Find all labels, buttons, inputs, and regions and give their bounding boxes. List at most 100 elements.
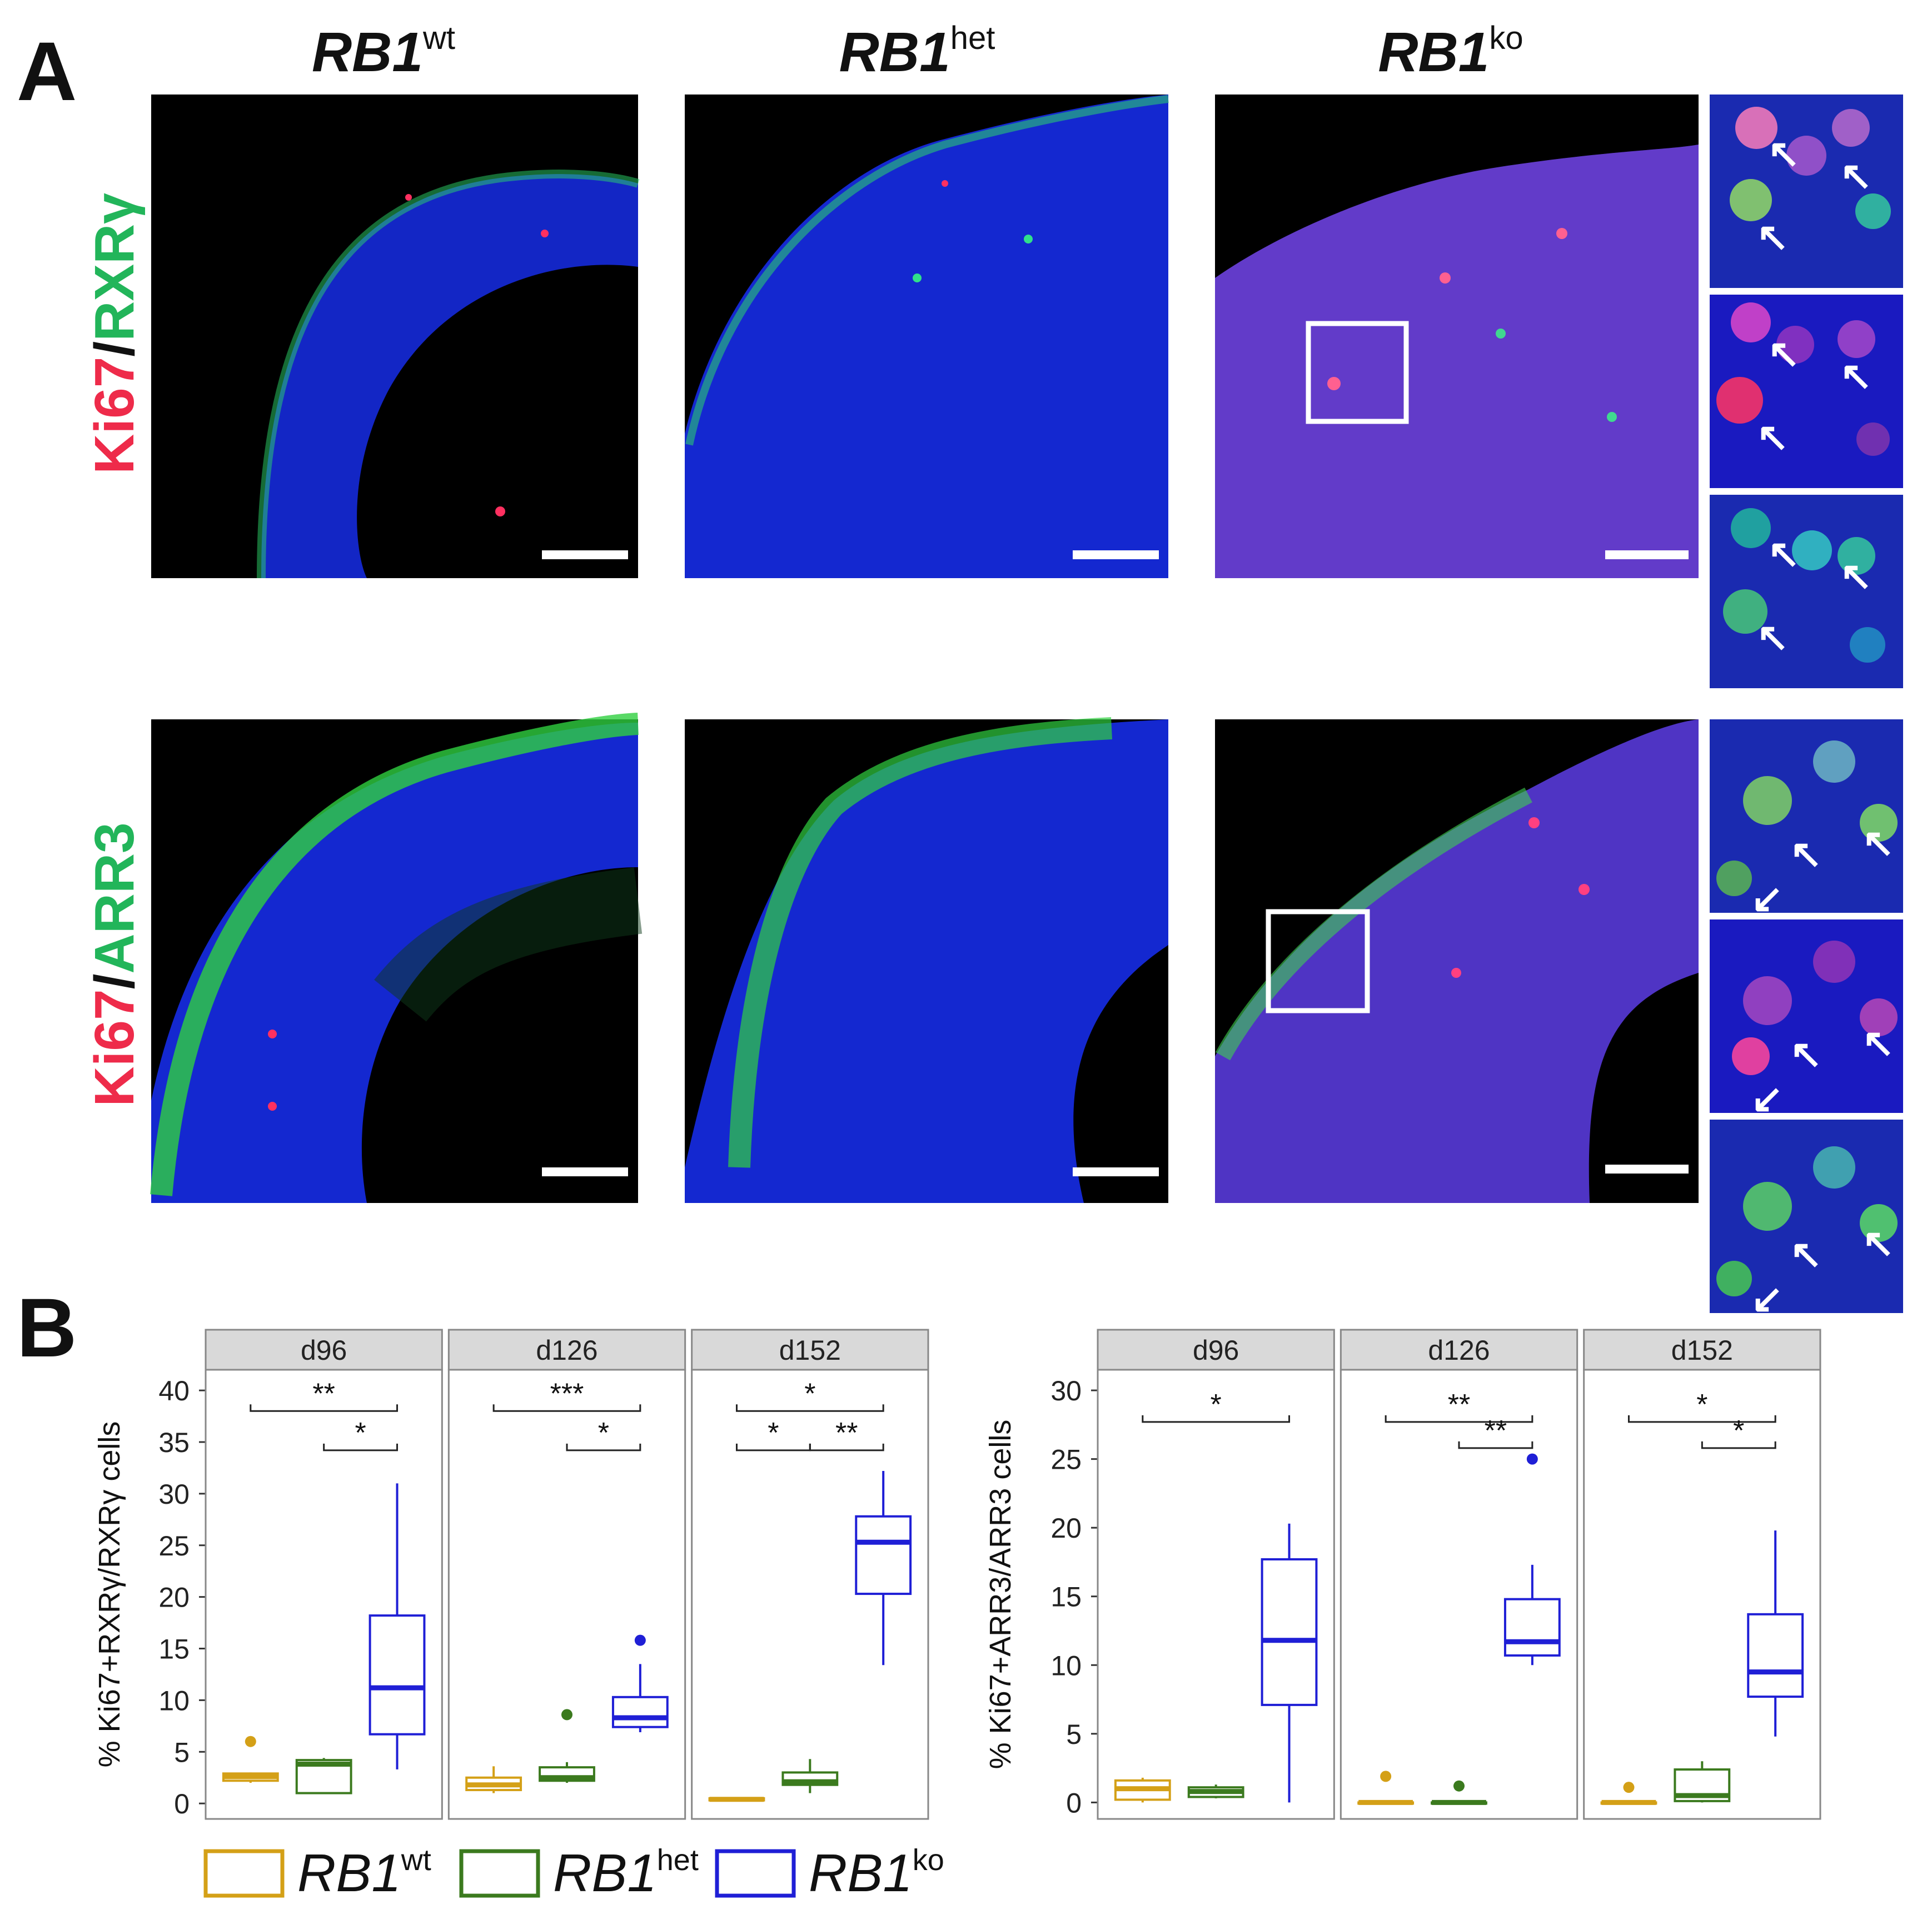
svg-text:↖: ↖ [1862, 1221, 1895, 1265]
facet-label: d126 [1428, 1335, 1490, 1366]
row-label-arr3: Ki67/ARR3 [83, 822, 146, 1106]
significance-label: * [768, 1417, 779, 1449]
box-ko [1261, 1558, 1318, 1706]
significance-label: * [1211, 1389, 1222, 1421]
marker-ki67: Ki67 [83, 357, 146, 474]
y-tick-label: 10 [158, 1685, 190, 1716]
box-outlier [1623, 1782, 1635, 1793]
y-tick-label: 40 [158, 1375, 190, 1406]
significance-label: *** [550, 1378, 584, 1410]
facet-label: d96 [301, 1335, 347, 1366]
significance-bracket [492, 1404, 641, 1412]
marker-ki67: Ki67 [83, 989, 146, 1106]
inset-rxry-green: ↖ ↖ ↖ [1710, 495, 1903, 688]
panel-b-label: B [17, 1281, 77, 1374]
y-tick-label: 15 [158, 1634, 190, 1665]
svg-text:↖: ↖ [1790, 1232, 1823, 1276]
svg-text:↖: ↖ [1840, 154, 1873, 197]
box-outlier [561, 1709, 572, 1721]
boxplot-rxry: % Ki67+RXRγ/RXRγ cells 0 5 10 15 20 25 30 35 40 d9… [93, 1329, 929, 1820]
marker-sep: / [83, 341, 146, 357]
y-axis-label: % Ki67+ARR3/ARR3 cells [984, 1420, 1017, 1769]
significance-bracket [809, 1443, 884, 1451]
box-ko [1503, 1598, 1561, 1657]
zoom-box [1266, 909, 1370, 1013]
y-tick-label: 30 [1050, 1375, 1082, 1406]
facet-label: d152 [779, 1335, 841, 1366]
inset-rxry-merge: ↖ ↖ ↖ [1710, 95, 1903, 288]
facet-panel [1340, 1369, 1579, 1820]
svg-text:RB1ko: RB1ko [1378, 20, 1523, 83]
boxplot-arr3: % Ki67+ARR3/ARR3 cells 0 5 10 15 20 25 30 d96 * d1… [984, 1329, 1821, 1820]
legend-swatch-ko [715, 1849, 796, 1898]
svg-text:↖: ↖ [1840, 554, 1873, 598]
y-tick-label: 15 [1050, 1582, 1082, 1613]
significance-bracket [1385, 1415, 1533, 1423]
column-header-base: RB1 [1378, 21, 1489, 83]
y-tick-label: 20 [1050, 1513, 1082, 1544]
box-outlier [1453, 1780, 1465, 1792]
box-outlier [1380, 1771, 1392, 1782]
significance-bracket [566, 1443, 641, 1451]
y-tick-label: 20 [158, 1582, 190, 1613]
panel-a-label: A [17, 24, 77, 118]
svg-text:↖: ↖ [1790, 1032, 1823, 1076]
svg-text:↖: ↖ [1756, 415, 1789, 459]
zoom-box [1306, 321, 1409, 424]
svg-text:↙: ↙ [1751, 1077, 1784, 1120]
y-tick-label: 0 [174, 1788, 190, 1819]
micrograph-rxry-wt [151, 95, 640, 579]
legend: RB1wt RB1het RB1ko [203, 1843, 944, 1903]
y-tick-label: 25 [158, 1530, 190, 1562]
significance-bracket [1458, 1441, 1533, 1449]
svg-text:↖: ↖ [1790, 832, 1823, 876]
micrograph-arr3-het [685, 717, 1168, 1203]
y-tick-label: 35 [158, 1427, 190, 1458]
significance-label: ** [1448, 1389, 1470, 1421]
svg-text:↙: ↙ [1751, 1277, 1784, 1320]
facet-strip [691, 1329, 929, 1371]
y-tick-label: 25 [1050, 1444, 1082, 1475]
marker-arr3: ARR3 [83, 822, 146, 973]
significance-label: * [598, 1417, 609, 1449]
y-tick-label: 0 [1066, 1787, 1082, 1818]
y-axis-label: % Ki67+RXRγ/RXRγ cells [93, 1421, 126, 1768]
facet-strip [1097, 1329, 1335, 1371]
facet-panel [205, 1369, 443, 1820]
facet-label: d152 [1671, 1335, 1733, 1366]
significance-label: * [355, 1417, 366, 1449]
column-header-ko: RB1ko [1378, 20, 1523, 83]
y-tick-label: 30 [158, 1479, 190, 1510]
svg-text:↖: ↖ [1767, 332, 1800, 375]
svg-text:↖: ↖ [1767, 132, 1800, 175]
box-outlier [245, 1736, 256, 1747]
facet-panel [1583, 1369, 1821, 1820]
significance-bracket [1627, 1415, 1776, 1423]
svg-text:↖: ↖ [1767, 532, 1800, 575]
facet-label: d96 [1193, 1335, 1239, 1366]
row-label-rxry: Ki67/RXRγ [83, 193, 146, 474]
svg-text:↖: ↖ [1862, 1021, 1895, 1065]
inset-arr3-ki67: ↖ ↖↙ [1710, 919, 1903, 1120]
box-ko [855, 1515, 912, 1595]
legend-label-ko: RB1ko [809, 1843, 944, 1903]
facet-label: d126 [536, 1335, 597, 1366]
significance-label: ** [835, 1417, 858, 1449]
significance-label: * [1696, 1389, 1707, 1421]
inset-arr3-merge: ↖ ↖↙ [1710, 719, 1903, 920]
column-header-base: RB1 [839, 21, 950, 83]
inset-rxry-ki67: ↖ ↖ ↖ [1710, 295, 1903, 488]
significance-label: ** [312, 1378, 335, 1410]
legend-label-het: RB1het [553, 1843, 699, 1903]
box-ko [369, 1614, 426, 1736]
micrograph-rxry-het [685, 95, 1169, 578]
box-outlier [634, 1634, 646, 1646]
column-header-het: RB1het [839, 20, 995, 83]
significance-bracket [250, 1404, 399, 1412]
column-header-base: RB1 [312, 21, 423, 83]
column-header-sup: het [950, 20, 995, 56]
svg-text:Ki67/RXRγ: Ki67/RXRγ [83, 193, 146, 474]
significance-bracket [735, 1404, 884, 1412]
legend-swatch-het [459, 1849, 540, 1898]
